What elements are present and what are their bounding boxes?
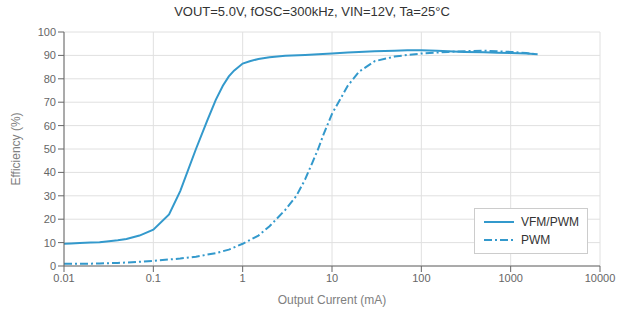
svg-text:0: 0 (50, 260, 56, 272)
svg-text:50: 50 (44, 143, 56, 155)
svg-text:10: 10 (326, 272, 338, 284)
svg-text:60: 60 (44, 120, 56, 132)
html-text:PWM: PWM (521, 233, 551, 247)
svg-text:80: 80 (44, 73, 56, 85)
svg-text:40: 40 (44, 166, 56, 178)
svg-text:Efficiency (%): Efficiency (%) (9, 112, 23, 185)
svg-text:100: 100 (38, 26, 56, 38)
html-text:VFM/PWM: VFM/PWM (521, 215, 579, 229)
svg-text:100: 100 (412, 272, 430, 284)
svg-text:10: 10 (44, 237, 56, 249)
svg-text:30: 30 (44, 190, 56, 202)
svg-text:Output Current (mA): Output Current (mA) (278, 293, 387, 307)
svg-text:90: 90 (44, 49, 56, 61)
svg-text:20: 20 (44, 213, 56, 225)
svg-text:10000: 10000 (585, 272, 616, 284)
svg-text:1: 1 (240, 272, 246, 284)
svg-text:70: 70 (44, 96, 56, 108)
svg-text:0.1: 0.1 (146, 272, 161, 284)
html-text:VOUT=5.0V, fOSC=300kHz, VIN=12: VOUT=5.0V, fOSC=300kHz, VIN=12V, Ta=25°C (174, 4, 450, 19)
svg-text:0.01: 0.01 (53, 272, 74, 284)
svg-text:1000: 1000 (498, 272, 522, 284)
